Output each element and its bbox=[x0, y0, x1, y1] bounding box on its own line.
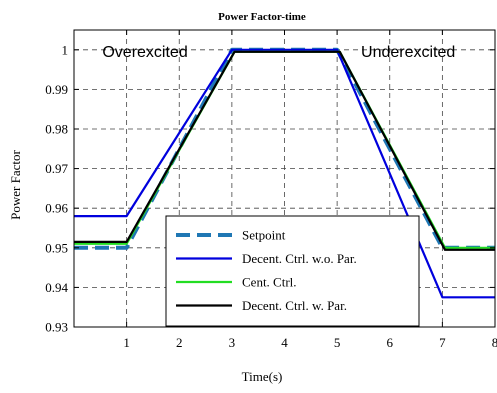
y-axis-label: Power Factor bbox=[8, 149, 23, 219]
chart-title: Power Factor-time bbox=[218, 11, 306, 23]
x-tick-label: 3 bbox=[229, 335, 236, 350]
y-tick-label: 0.93 bbox=[45, 320, 68, 335]
legend-label: Decent. Ctrl. w.o. Par. bbox=[242, 251, 357, 266]
x-tick-label: 2 bbox=[176, 335, 183, 350]
series-line bbox=[74, 50, 495, 251]
y-tick-label: 0.94 bbox=[45, 280, 68, 295]
y-tick-label: 0.99 bbox=[45, 82, 68, 97]
y-tick-label: 0.95 bbox=[45, 240, 68, 255]
legend-label: Cent. Ctrl. bbox=[242, 275, 297, 290]
legend-label: Decent. Ctrl. w. Par. bbox=[242, 298, 347, 313]
x-axis-label: Time(s) bbox=[242, 369, 283, 384]
y-tick-label: 0.98 bbox=[45, 122, 68, 137]
x-tick-label: 7 bbox=[439, 335, 446, 350]
series-line bbox=[74, 48, 495, 299]
annotation-label: Overexcited bbox=[102, 44, 187, 61]
y-tick-label: 1 bbox=[62, 42, 69, 57]
x-tick-label: 4 bbox=[281, 335, 288, 350]
x-tick-label: 8 bbox=[492, 335, 497, 350]
x-tick-label: 5 bbox=[334, 335, 341, 350]
legend-label: Setpoint bbox=[242, 228, 286, 243]
y-tick-label: 0.97 bbox=[45, 161, 68, 176]
x-tick-label: 6 bbox=[387, 335, 394, 350]
x-tick-label: 1 bbox=[123, 335, 130, 350]
legend: Setpoint Decent. Ctrl. w.o. Par. Cent. Ctr… bbox=[165, 215, 420, 327]
annotation-label: Underexcited bbox=[361, 44, 455, 61]
series-layer bbox=[74, 47, 495, 299]
annotations: Overexcited Underexcited bbox=[102, 44, 455, 61]
y-tick-label: 0.96 bbox=[45, 201, 68, 216]
